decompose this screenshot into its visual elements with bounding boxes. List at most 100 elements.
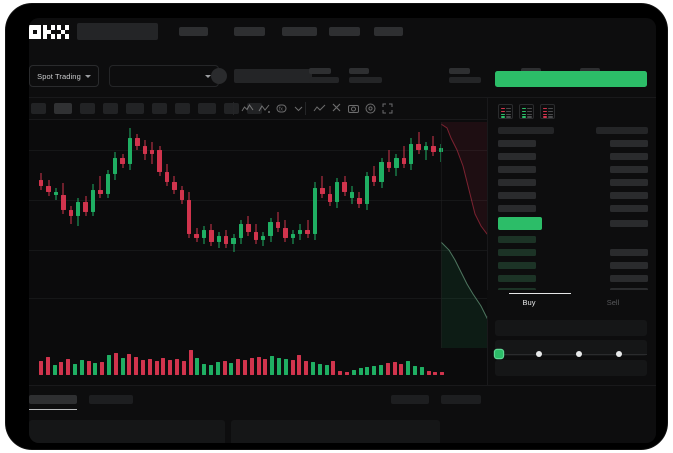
volume-bar xyxy=(188,350,193,375)
orderbook-bid-price[interactable] xyxy=(498,249,536,256)
amount-slider[interactable] xyxy=(495,350,647,358)
orderbook-bid-price[interactable] xyxy=(498,262,536,269)
nav-item-4[interactable] xyxy=(329,27,360,36)
logo-glyph-k xyxy=(43,25,55,39)
candle xyxy=(275,120,281,320)
volume-bar xyxy=(141,360,145,375)
candle xyxy=(261,120,266,320)
submit-order-button[interactable] xyxy=(495,71,647,87)
orderbook-asks-icon[interactable] xyxy=(540,104,555,119)
candle xyxy=(135,120,140,320)
orderbook-bid-price[interactable] xyxy=(498,236,536,243)
nav-item-3[interactable] xyxy=(282,27,317,36)
volume-bar xyxy=(229,363,234,375)
timeframe-button-3[interactable] xyxy=(80,103,95,114)
market-type-button[interactable]: Spot Trading xyxy=(29,65,99,87)
orderbook-ask-price[interactable] xyxy=(498,205,536,212)
orderbook-bid-amount xyxy=(610,249,648,256)
orderbook-ask-price[interactable] xyxy=(498,166,536,173)
volume-bar xyxy=(324,365,329,375)
candle xyxy=(83,120,88,320)
tab-sell[interactable]: Sell xyxy=(606,298,620,307)
bottom-action-2[interactable] xyxy=(441,395,481,404)
slider-step-2[interactable] xyxy=(536,351,542,357)
orderbook-ask-price[interactable] xyxy=(498,179,536,186)
timeframe-button-4[interactable] xyxy=(103,103,118,114)
orderbook-ask-amount xyxy=(610,192,648,199)
volume-bar xyxy=(45,357,50,375)
volume-bar xyxy=(134,357,139,375)
timeframe-button-2[interactable] xyxy=(54,103,72,114)
chart-type-icon[interactable] xyxy=(258,102,271,115)
volume-bar xyxy=(358,368,363,375)
candle xyxy=(268,120,273,320)
candle xyxy=(120,120,125,320)
volume-bar xyxy=(175,359,179,375)
orderbook-ask-price[interactable] xyxy=(498,140,536,147)
volume-bar xyxy=(379,365,383,375)
candle xyxy=(290,120,295,320)
order-price-field[interactable] xyxy=(495,320,647,336)
volume-bar xyxy=(161,358,166,375)
volume-bar xyxy=(440,372,445,375)
magnet-icon[interactable] xyxy=(330,102,343,115)
slider-handle[interactable] xyxy=(495,350,503,358)
chart-gridline xyxy=(29,298,656,299)
indicators-icon[interactable] xyxy=(241,102,254,115)
compare-icon[interactable]: fx xyxy=(275,102,288,115)
candle xyxy=(342,120,347,320)
orderbook-bid-price[interactable] xyxy=(498,275,536,282)
orderbook-ask-price[interactable] xyxy=(498,192,536,199)
candle xyxy=(416,120,421,320)
timeframe-button-1[interactable] xyxy=(31,103,46,114)
orderbook-last-price[interactable] xyxy=(498,217,542,230)
orderbook-both-icon[interactable] xyxy=(498,104,513,119)
volume-bar xyxy=(154,361,159,375)
slider-step-4[interactable] xyxy=(616,351,622,357)
volume-bar xyxy=(290,360,295,375)
nav-item-1[interactable] xyxy=(179,27,208,36)
chevron-down-icon xyxy=(205,74,211,78)
volume-bar xyxy=(39,361,43,375)
more-dropdown-icon[interactable] xyxy=(292,102,305,115)
volume-bar xyxy=(297,355,302,375)
bottom-tab-2[interactable] xyxy=(89,395,133,404)
candle xyxy=(372,120,377,320)
nav-item-2[interactable] xyxy=(234,27,265,36)
fullscreen-icon[interactable] xyxy=(381,102,394,115)
candle xyxy=(327,120,332,320)
candle xyxy=(76,120,81,320)
orderbook-ask-price[interactable] xyxy=(498,153,536,160)
line-tool-icon[interactable] xyxy=(313,102,326,115)
volume-bar xyxy=(168,360,173,375)
candle xyxy=(142,120,147,320)
bottom-tab-1[interactable] xyxy=(29,395,77,404)
tab-buy[interactable]: Buy xyxy=(522,298,536,307)
candle xyxy=(409,120,414,320)
nav-item-5[interactable] xyxy=(374,27,403,36)
volume-bar xyxy=(338,371,343,375)
orderbook-header-amount xyxy=(596,127,648,134)
timeframe-button-8[interactable] xyxy=(198,103,216,114)
orderbook-bids-icon[interactable] xyxy=(519,104,534,119)
pair-select[interactable] xyxy=(109,65,219,87)
timeframe-button-6[interactable] xyxy=(152,103,167,114)
timeframe-button-7[interactable] xyxy=(175,103,190,114)
order-total-field[interactable] xyxy=(495,360,647,376)
timeframe-button-9[interactable] xyxy=(224,103,239,114)
order-amount-field[interactable] xyxy=(495,340,647,356)
timeframe-button-10[interactable] xyxy=(247,103,262,114)
okx-logo[interactable] xyxy=(29,25,69,39)
settings-gear-icon[interactable] xyxy=(364,102,377,115)
timeframe-button-5[interactable] xyxy=(126,103,144,114)
volume-bar xyxy=(283,359,288,375)
bottom-action-1[interactable] xyxy=(391,395,429,404)
volume-bar xyxy=(113,353,118,375)
orderbook-ask-amount xyxy=(610,153,648,160)
volume-bar xyxy=(59,362,64,375)
candle xyxy=(386,120,392,320)
search-input[interactable] xyxy=(77,23,158,40)
candle xyxy=(179,120,184,320)
camera-icon[interactable] xyxy=(347,102,360,115)
slider-step-3[interactable] xyxy=(576,351,582,357)
